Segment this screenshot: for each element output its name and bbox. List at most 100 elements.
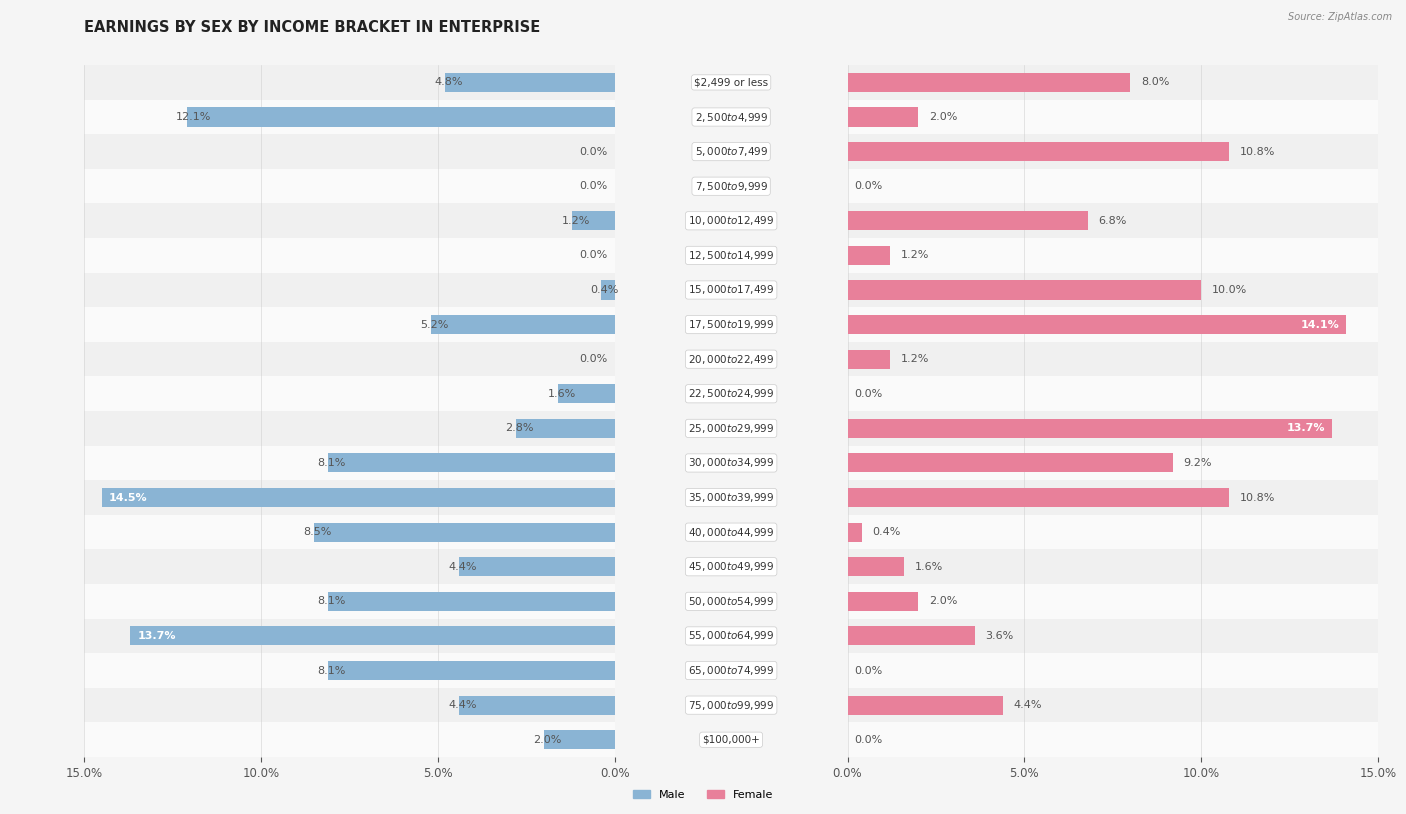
- Bar: [131, 627, 614, 646]
- Legend: Male, Female: Male, Female: [628, 786, 778, 804]
- Bar: [848, 142, 1229, 161]
- Text: $20,000 to $22,499: $20,000 to $22,499: [688, 352, 775, 365]
- Text: 2.0%: 2.0%: [533, 735, 562, 745]
- Bar: [848, 592, 918, 610]
- Text: 1.2%: 1.2%: [901, 251, 929, 260]
- Text: 0.0%: 0.0%: [855, 182, 883, 191]
- Text: $2,499 or less: $2,499 or less: [695, 77, 768, 87]
- Text: $100,000+: $100,000+: [702, 735, 761, 745]
- Text: $7,500 to $9,999: $7,500 to $9,999: [695, 180, 768, 193]
- Bar: [544, 730, 614, 749]
- Text: 4.4%: 4.4%: [1014, 700, 1042, 710]
- Text: Source: ZipAtlas.com: Source: ZipAtlas.com: [1288, 12, 1392, 22]
- Bar: [848, 99, 1378, 134]
- Text: 4.4%: 4.4%: [449, 700, 477, 710]
- Text: 1.2%: 1.2%: [901, 354, 929, 364]
- Bar: [848, 212, 1088, 230]
- Bar: [329, 592, 614, 610]
- Bar: [848, 238, 1378, 273]
- Bar: [848, 376, 1378, 411]
- Text: 8.1%: 8.1%: [318, 666, 346, 676]
- Bar: [848, 549, 1378, 584]
- Bar: [848, 584, 1378, 619]
- Bar: [848, 204, 1378, 238]
- Bar: [84, 480, 614, 514]
- Bar: [848, 246, 890, 265]
- Bar: [84, 549, 614, 584]
- Bar: [848, 446, 1378, 480]
- Text: $35,000 to $39,999: $35,000 to $39,999: [688, 491, 775, 504]
- Text: 0.0%: 0.0%: [579, 354, 607, 364]
- Text: 0.0%: 0.0%: [855, 666, 883, 676]
- Bar: [84, 307, 614, 342]
- Text: 0.4%: 0.4%: [872, 527, 901, 537]
- Text: $75,000 to $99,999: $75,000 to $99,999: [688, 698, 775, 711]
- Bar: [848, 723, 1378, 757]
- Text: 3.6%: 3.6%: [986, 631, 1014, 641]
- Text: $25,000 to $29,999: $25,000 to $29,999: [688, 422, 775, 435]
- Bar: [848, 281, 1201, 300]
- Text: EARNINGS BY SEX BY INCOME BRACKET IN ENTERPRISE: EARNINGS BY SEX BY INCOME BRACKET IN ENT…: [84, 20, 541, 34]
- Bar: [460, 696, 614, 715]
- Bar: [848, 65, 1378, 99]
- Bar: [600, 281, 614, 300]
- Text: 12.1%: 12.1%: [176, 112, 212, 122]
- Bar: [848, 107, 918, 126]
- Text: 0.0%: 0.0%: [579, 147, 607, 156]
- Text: $45,000 to $49,999: $45,000 to $49,999: [688, 560, 775, 573]
- Text: $5,000 to $7,499: $5,000 to $7,499: [695, 145, 768, 158]
- Bar: [848, 696, 1002, 715]
- Text: $17,500 to $19,999: $17,500 to $19,999: [688, 318, 775, 331]
- Text: 8.1%: 8.1%: [318, 597, 346, 606]
- Bar: [848, 453, 1173, 472]
- Bar: [848, 619, 1378, 653]
- Text: 0.0%: 0.0%: [579, 182, 607, 191]
- Bar: [848, 480, 1378, 514]
- Text: 4.8%: 4.8%: [434, 77, 463, 87]
- Text: $15,000 to $17,499: $15,000 to $17,499: [688, 283, 775, 296]
- Text: 9.2%: 9.2%: [1184, 458, 1212, 468]
- Bar: [848, 134, 1378, 168]
- Text: $50,000 to $54,999: $50,000 to $54,999: [688, 595, 775, 608]
- Bar: [187, 107, 614, 126]
- Bar: [848, 307, 1378, 342]
- Bar: [848, 419, 1331, 438]
- Bar: [572, 212, 614, 230]
- Text: $40,000 to $44,999: $40,000 to $44,999: [688, 526, 775, 539]
- Bar: [329, 453, 614, 472]
- Text: 14.1%: 14.1%: [1301, 320, 1339, 330]
- Text: 10.8%: 10.8%: [1240, 492, 1275, 502]
- Bar: [848, 73, 1130, 92]
- Bar: [84, 273, 614, 307]
- Text: 8.1%: 8.1%: [318, 458, 346, 468]
- Text: 1.6%: 1.6%: [915, 562, 943, 571]
- Bar: [848, 350, 890, 369]
- Bar: [84, 723, 614, 757]
- Bar: [84, 514, 614, 549]
- Text: 0.4%: 0.4%: [591, 285, 619, 295]
- Bar: [848, 523, 862, 541]
- Text: $2,500 to $4,999: $2,500 to $4,999: [695, 111, 768, 124]
- Bar: [84, 688, 614, 723]
- Bar: [558, 384, 614, 403]
- Text: 0.0%: 0.0%: [855, 389, 883, 399]
- Text: 8.5%: 8.5%: [304, 527, 332, 537]
- Text: 6.8%: 6.8%: [1098, 216, 1128, 225]
- Bar: [848, 558, 904, 576]
- Bar: [84, 653, 614, 688]
- Text: 8.0%: 8.0%: [1142, 77, 1170, 87]
- Text: 2.0%: 2.0%: [929, 112, 957, 122]
- Bar: [460, 558, 614, 576]
- Bar: [84, 238, 614, 273]
- Bar: [848, 653, 1378, 688]
- Text: 0.0%: 0.0%: [579, 251, 607, 260]
- Bar: [103, 488, 614, 507]
- Bar: [848, 273, 1378, 307]
- Bar: [848, 342, 1378, 376]
- Text: 14.5%: 14.5%: [110, 492, 148, 502]
- Bar: [848, 315, 1346, 334]
- Text: $30,000 to $34,999: $30,000 to $34,999: [688, 457, 775, 470]
- Text: 0.0%: 0.0%: [855, 735, 883, 745]
- Bar: [84, 376, 614, 411]
- Bar: [444, 73, 614, 92]
